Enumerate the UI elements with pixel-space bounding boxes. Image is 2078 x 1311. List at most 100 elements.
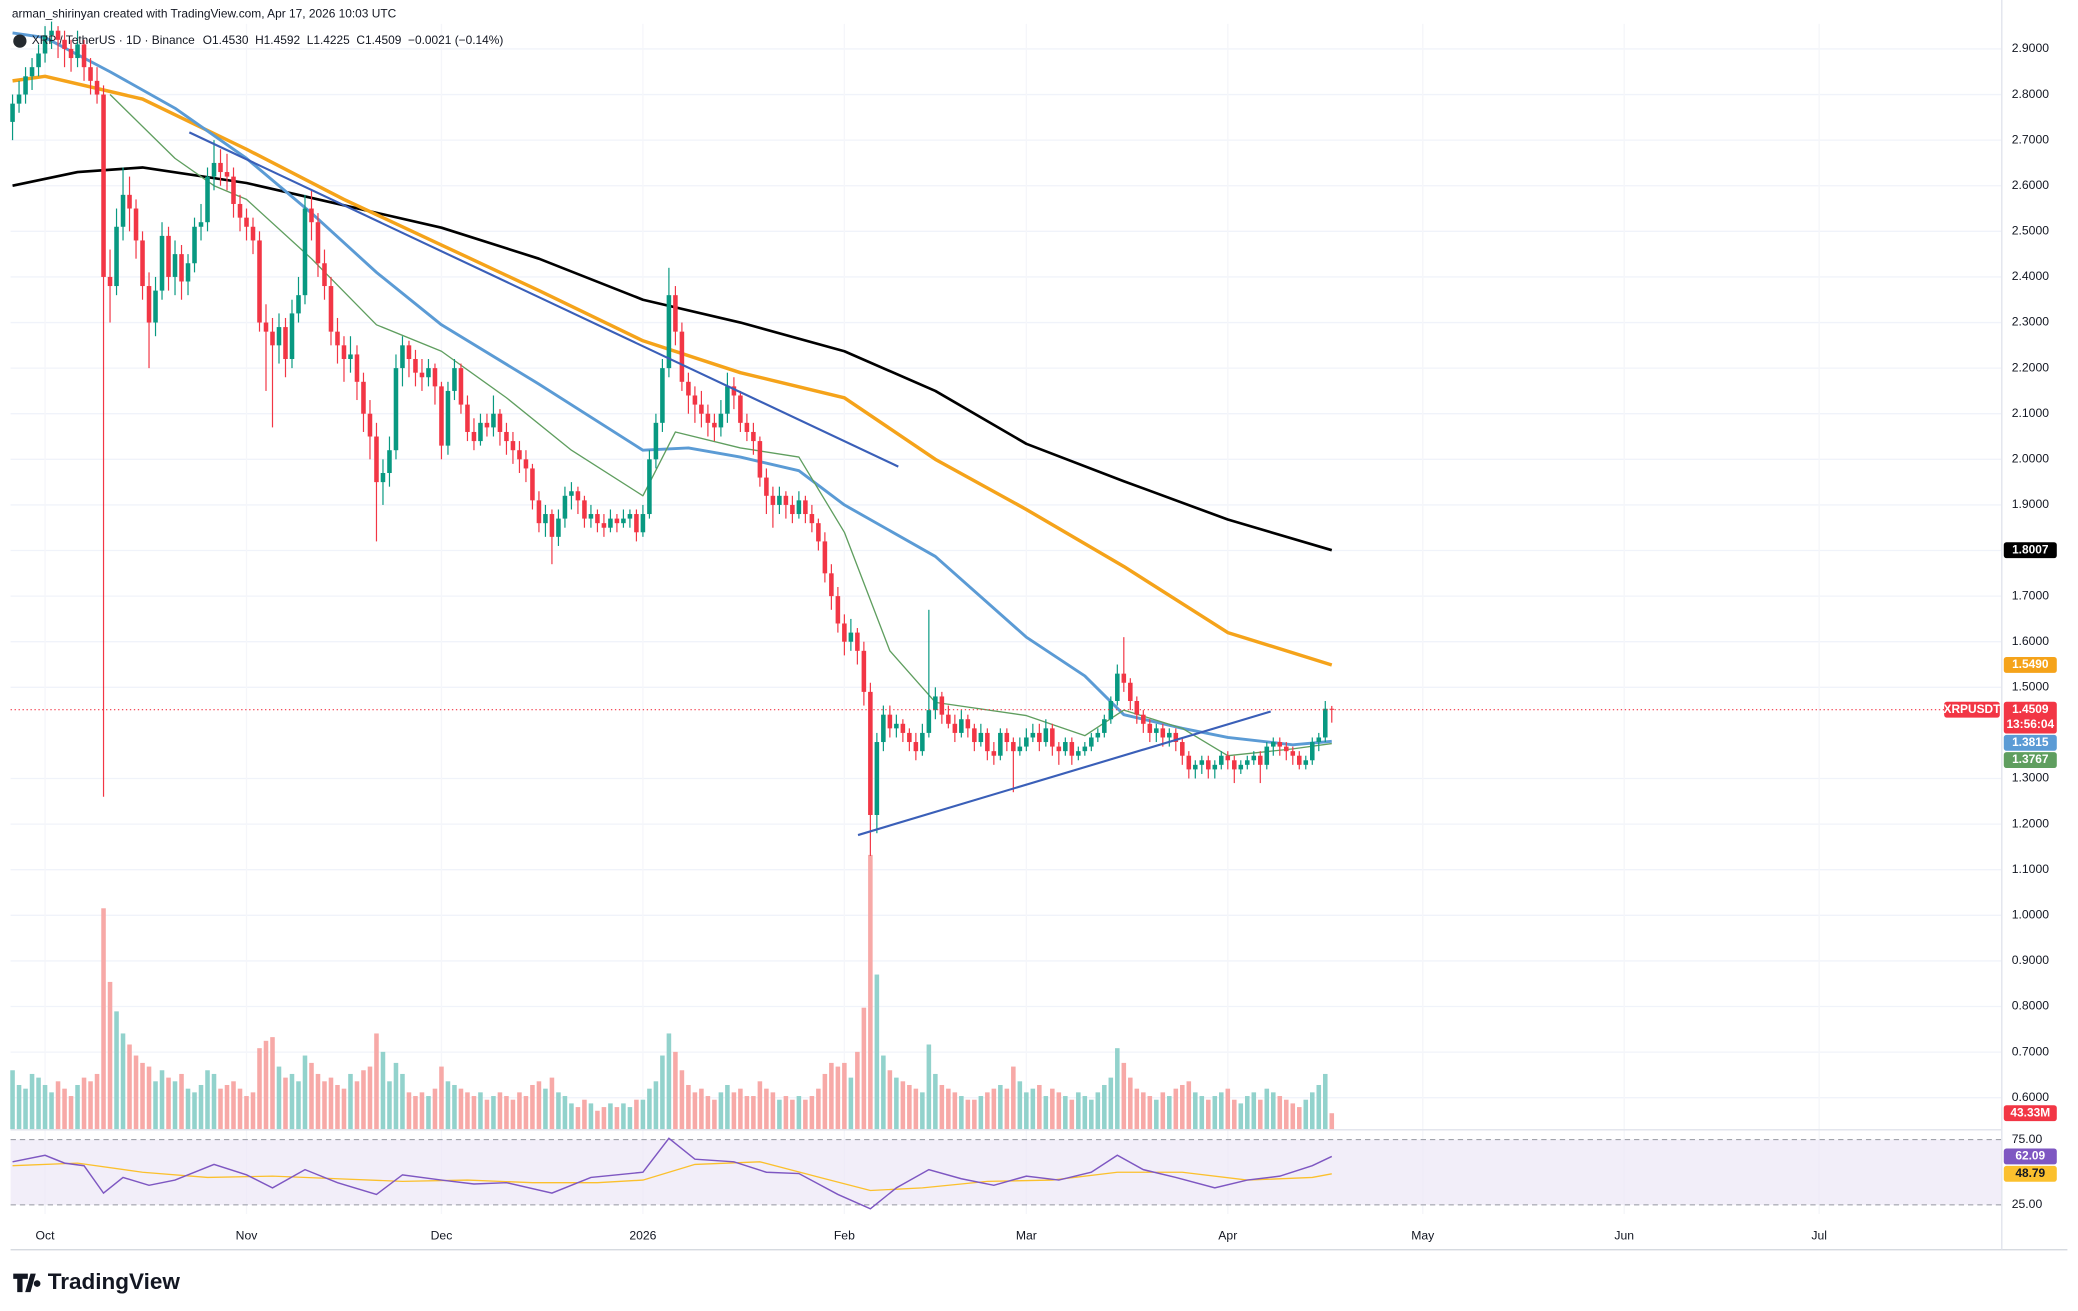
volume-bar (666, 1033, 672, 1130)
candle-body (458, 368, 464, 405)
y-tick-label: 2.8000 (2012, 87, 2049, 101)
volume-bar (127, 1044, 132, 1130)
volume-bar (452, 1084, 457, 1130)
volume-bar (166, 1077, 171, 1130)
y-tick-label: 1.6000 (2012, 634, 2049, 648)
volume-bar (322, 1081, 327, 1130)
y-tick-label: 0.7000 (2012, 1044, 2049, 1058)
candle-body (972, 728, 977, 743)
candle-body (94, 80, 100, 95)
candle-body (744, 422, 750, 432)
volume-bar (172, 1081, 178, 1130)
volume-bar (257, 1048, 262, 1130)
volume-bar (263, 1040, 269, 1130)
candle-body (777, 495, 782, 505)
candle-body (276, 327, 282, 346)
candle-body (159, 235, 165, 291)
candle-body (666, 295, 672, 369)
volume-bar (101, 908, 106, 1130)
candle-body (1212, 764, 1218, 770)
volume-bar (1167, 1096, 1172, 1130)
volume-bar (1011, 1066, 1016, 1130)
candle-body (1251, 755, 1257, 761)
symbol-tag (1944, 701, 2000, 718)
volume-bar (270, 1037, 275, 1130)
candle-body (816, 523, 821, 542)
volume-bar (738, 1088, 743, 1130)
y-tick-label: 1.0000 (2012, 908, 2049, 922)
trendline (857, 710, 1271, 837)
candle-body (231, 176, 236, 204)
candle-body (998, 732, 1003, 756)
y-tick-label: 1.9000 (2012, 497, 2049, 511)
volume-bar (679, 1070, 685, 1130)
y-tick-label: 1.3000 (2012, 771, 2049, 785)
volume-bar (1115, 1048, 1120, 1130)
candle-body (224, 172, 230, 177)
candle-body (146, 286, 152, 323)
candle-body (205, 176, 210, 223)
volume-bar (10, 1070, 15, 1130)
candle-body (289, 313, 295, 360)
volume-bar (296, 1081, 301, 1130)
volume-bar (198, 1084, 204, 1130)
candle-body (543, 514, 548, 524)
candle-body (374, 436, 379, 483)
volume-bar (1303, 1099, 1309, 1130)
volume-bar (972, 1099, 977, 1130)
candle-body (198, 222, 204, 227)
candle-body (517, 450, 522, 460)
volume-bar (712, 1099, 717, 1130)
volume-bar (764, 1088, 769, 1130)
candle-body (965, 719, 971, 729)
candle-body (614, 518, 620, 524)
y-tick-label: 0.8000 (2012, 999, 2049, 1013)
price-tag-label: 1.3815 (2012, 735, 2049, 749)
volume-tag (2003, 1105, 2057, 1122)
candle-body (354, 354, 360, 382)
candle-body (341, 345, 347, 360)
volume-bar (913, 1088, 919, 1130)
volume-bar (861, 1007, 867, 1130)
candle-body (315, 222, 321, 264)
volume-bar (1290, 1103, 1296, 1130)
volume-bar (842, 1062, 847, 1130)
candle-body (757, 441, 763, 478)
candle-body (809, 514, 815, 524)
volume-bar (803, 1099, 808, 1130)
candle-body (588, 514, 594, 519)
volume-bar (731, 1092, 737, 1130)
volume-bar (965, 1099, 971, 1130)
volume-bar (1069, 1099, 1075, 1130)
logo-text: TradingView (48, 1269, 181, 1294)
volume-bar (276, 1066, 282, 1130)
candle-body (1141, 714, 1146, 724)
candle-body (855, 632, 860, 651)
volume-bar (608, 1103, 613, 1130)
candle-body (211, 162, 217, 177)
candle-body (790, 504, 795, 515)
y-tick-label: 0.6000 (2012, 1090, 2049, 1104)
attribution: arman_shirinyan created with TradingView… (12, 7, 397, 21)
volume-bar (400, 1073, 405, 1130)
volume-bar (588, 1103, 594, 1130)
volume-bar (231, 1081, 236, 1130)
volume-bar (1180, 1084, 1185, 1130)
rsi-tag (2003, 1148, 2057, 1165)
candle-body (1121, 673, 1127, 683)
volume-bar (237, 1088, 243, 1130)
volume-bar (88, 1081, 93, 1130)
volume-bar (406, 1092, 412, 1130)
volume-bar (354, 1081, 360, 1130)
volume-layer (10, 854, 1335, 1130)
candle-body (361, 381, 366, 414)
rsi-tick-label: 75.00 (2012, 1132, 2043, 1146)
candle-body (530, 468, 535, 501)
candle-body (101, 94, 106, 277)
volume-bar (1141, 1092, 1146, 1130)
candle-body (1030, 732, 1036, 738)
volume-bar (133, 1055, 139, 1130)
volume-bar (341, 1088, 347, 1130)
candle-body (842, 623, 847, 642)
volume-bar (1024, 1092, 1029, 1130)
